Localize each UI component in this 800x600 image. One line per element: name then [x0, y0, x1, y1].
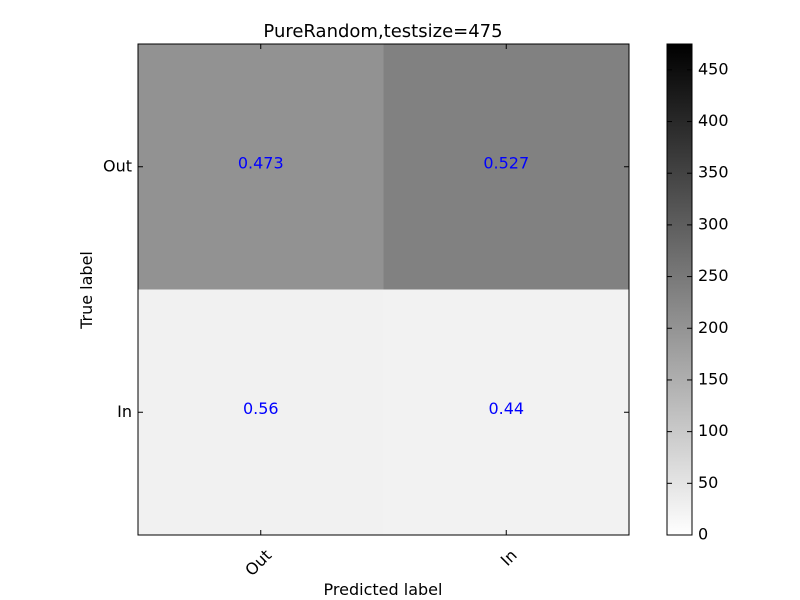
- heatmap-cells: [138, 44, 629, 535]
- colorbar-tick-label-200: 200: [698, 318, 729, 337]
- plot-frame: [137, 43, 630, 536]
- cell-label-r0-c0: 0.473: [238, 153, 284, 172]
- colorbar-tick-label-350: 350: [698, 163, 729, 182]
- colorbar-tick-label-250: 250: [698, 266, 729, 285]
- cell-labels: 0.473 0.527 0.56 0.44: [238, 153, 529, 418]
- cell-label-r0-c1: 0.527: [483, 153, 529, 172]
- x-axis-label: Predicted label: [324, 580, 443, 599]
- colorbar-ticks: 0 50 100 150 200 250 300 350 400 450: [667, 59, 729, 544]
- colorbar-tick-label-0: 0: [698, 525, 708, 544]
- x-tick-label-out: Out: [241, 546, 275, 580]
- heatmap-cell-r1-c1: [383, 289, 629, 535]
- x-tick-label-in: In: [497, 546, 521, 570]
- heatmap-cell-r0-c1: [383, 44, 629, 290]
- cell-label-r1-c0: 0.56: [243, 399, 279, 418]
- chart-title: PureRandom,testsize=475: [263, 21, 502, 42]
- colorbar-tick-label-450: 450: [698, 59, 729, 78]
- y-tick-label-in: In: [117, 402, 132, 421]
- y-tick-label-out: Out: [103, 156, 132, 175]
- y-ticks: Out In: [103, 156, 629, 421]
- cell-label-r1-c1: 0.44: [488, 399, 524, 418]
- colorbar-tick-label-100: 100: [698, 421, 729, 440]
- colorbar-tick-label-150: 150: [698, 369, 729, 388]
- heatmap-cell-r1-c0: [138, 289, 384, 535]
- heatmap-cell-r0-c0: [138, 44, 384, 290]
- colorbar-tick-label-400: 400: [698, 111, 729, 130]
- colorbar-tick-label-50: 50: [698, 473, 718, 492]
- y-axis-label: True label: [77, 251, 96, 330]
- colorbar-tick-label-300: 300: [698, 214, 729, 233]
- colorbar: [666, 43, 693, 536]
